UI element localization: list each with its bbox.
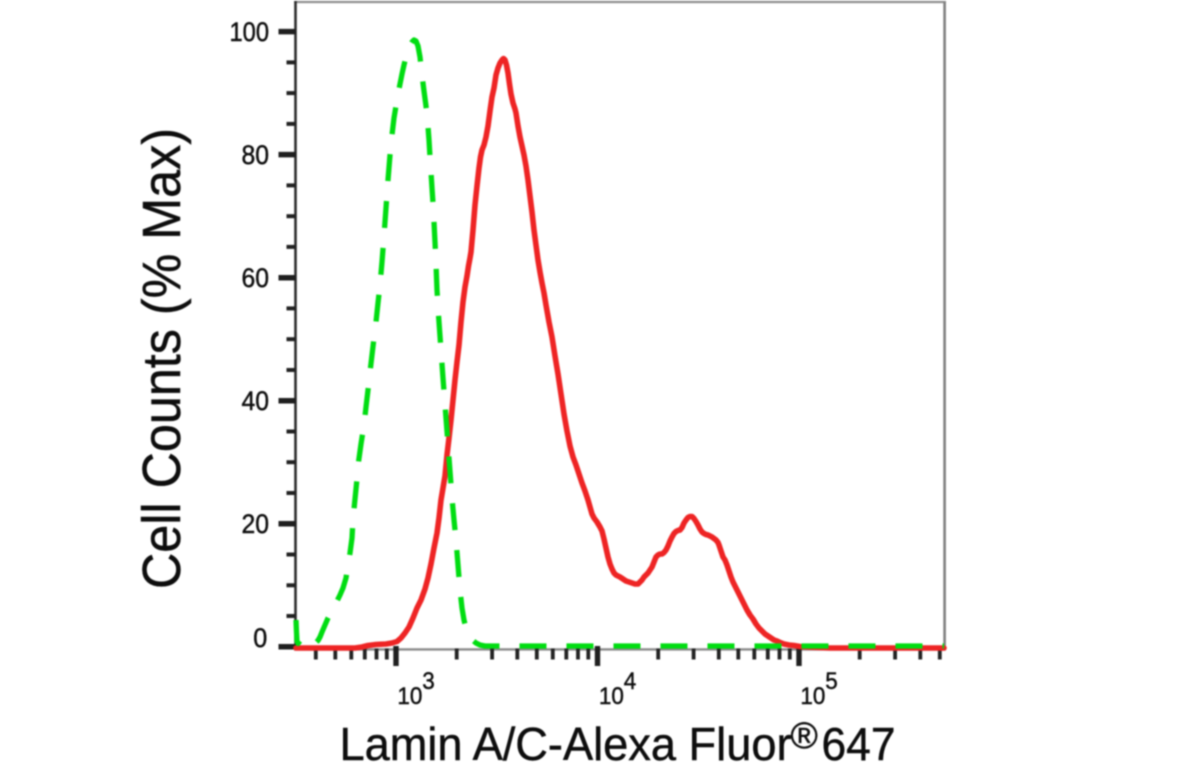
- svg-text:40: 40: [242, 386, 270, 416]
- svg-text:10: 10: [397, 683, 422, 710]
- svg-text:10: 10: [800, 683, 825, 710]
- svg-text:647: 647: [822, 718, 896, 770]
- svg-text:80: 80: [242, 140, 270, 170]
- svg-text:®: ®: [791, 715, 818, 756]
- svg-text:Cell Counts (% Max): Cell Counts (% Max): [132, 128, 192, 589]
- svg-text:60: 60: [242, 263, 270, 293]
- svg-text:100: 100: [230, 17, 270, 47]
- svg-text:3: 3: [422, 668, 435, 695]
- svg-text:10: 10: [599, 683, 624, 710]
- svg-text:4: 4: [624, 668, 637, 695]
- svg-text:0: 0: [253, 623, 267, 653]
- svg-text:Lamin A/C-Alexa Fluor: Lamin A/C-Alexa Fluor: [340, 718, 792, 770]
- svg-text:20: 20: [242, 509, 270, 539]
- svg-text:5: 5: [825, 668, 838, 695]
